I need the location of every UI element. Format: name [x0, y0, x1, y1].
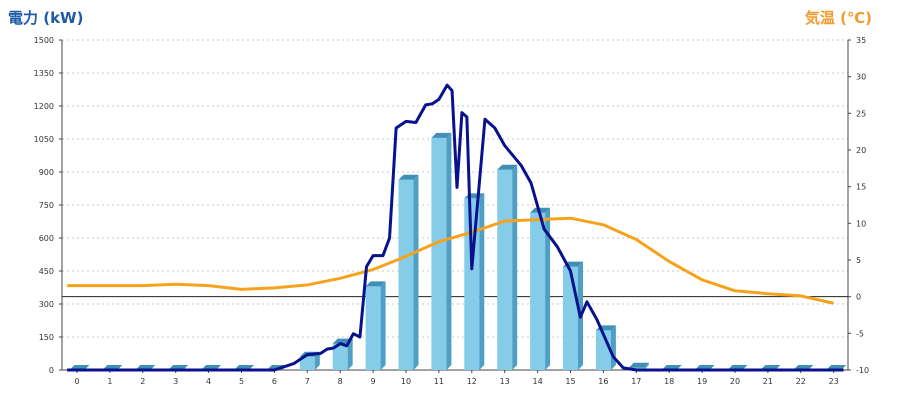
- x-tick-label: 11: [434, 377, 444, 386]
- x-tick-label: 4: [206, 377, 211, 386]
- right-tick-label: 35: [856, 36, 866, 45]
- left-tick-label: 450: [39, 267, 54, 276]
- bar-side: [610, 325, 616, 370]
- left-tick-label: 0: [49, 366, 54, 375]
- temperature-line: [67, 216, 835, 305]
- x-tick-label: 23: [829, 377, 839, 386]
- x-tick-label: 5: [239, 377, 244, 386]
- x-tick-label: 16: [598, 377, 608, 386]
- bar-side: [512, 164, 518, 370]
- right-tick-label: 30: [856, 73, 866, 82]
- right-tick-label: -5: [856, 329, 864, 338]
- right-tick-label: 15: [856, 183, 866, 192]
- x-tick-label: 12: [467, 377, 477, 386]
- bar: [530, 212, 546, 370]
- x-tick-label: 6: [272, 377, 277, 386]
- bar-side: [545, 207, 551, 370]
- right-tick-label: 25: [856, 109, 866, 118]
- x-tick-label: 7: [305, 377, 310, 386]
- x-tick-label: 8: [338, 377, 343, 386]
- right-tick-label: 20: [856, 146, 866, 155]
- left-tick-label: 300: [39, 300, 54, 309]
- bar-top: [431, 132, 452, 138]
- bar: [497, 169, 513, 370]
- bar: [431, 137, 447, 370]
- bar-side: [380, 281, 386, 370]
- right-tick-label: 5: [856, 256, 861, 265]
- x-tick-label: 10: [401, 377, 411, 386]
- right-tick-label: 10: [856, 219, 866, 228]
- x-tick-label: 17: [631, 377, 641, 386]
- left-tick-label: 1500: [34, 36, 54, 45]
- bar-side: [413, 174, 419, 370]
- bar-side: [446, 132, 452, 370]
- x-tick-label: 0: [74, 377, 79, 386]
- x-tick-label: 22: [796, 377, 806, 386]
- left-tick-label: 1350: [34, 69, 54, 78]
- x-tick-label: 2: [140, 377, 145, 386]
- left-tick-label: 1200: [34, 102, 54, 111]
- bar-top: [628, 362, 649, 368]
- right-axis-title: 気温 (℃): [804, 9, 872, 27]
- left-tick-label: 1050: [34, 135, 54, 144]
- left-tick-label: 750: [39, 201, 54, 210]
- x-tick-label: 20: [730, 377, 740, 386]
- x-tick-label: 15: [565, 377, 575, 386]
- bar-side: [314, 351, 320, 370]
- bar-top: [398, 174, 419, 180]
- left-tick-label: 600: [39, 234, 54, 243]
- x-tick-label: 9: [371, 377, 376, 386]
- bar-top: [497, 164, 518, 170]
- x-tick-label: 1: [107, 377, 112, 386]
- power-line: [67, 83, 844, 372]
- bar: [299, 356, 315, 370]
- x-tick-label: 13: [500, 377, 510, 386]
- left-tick-label: 150: [39, 333, 54, 342]
- bar-side: [479, 193, 485, 370]
- left-axis-title: 電力 (kW): [8, 9, 84, 27]
- bar: [563, 266, 578, 370]
- x-tick-label: 18: [664, 377, 674, 386]
- right-tick-label: 0: [856, 293, 861, 302]
- left-tick-label: 900: [39, 168, 54, 177]
- bar-side: [643, 362, 649, 370]
- bar: [398, 179, 414, 370]
- bar-side: [347, 338, 353, 370]
- bar: [332, 343, 348, 370]
- x-tick-label: 14: [533, 377, 543, 386]
- bar-top: [365, 281, 386, 287]
- x-tick-label: 19: [697, 377, 707, 386]
- bar: [365, 286, 381, 370]
- x-tick-label: 3: [173, 377, 178, 386]
- right-tick-label: -10: [856, 366, 869, 375]
- x-tick-label: 21: [763, 377, 773, 386]
